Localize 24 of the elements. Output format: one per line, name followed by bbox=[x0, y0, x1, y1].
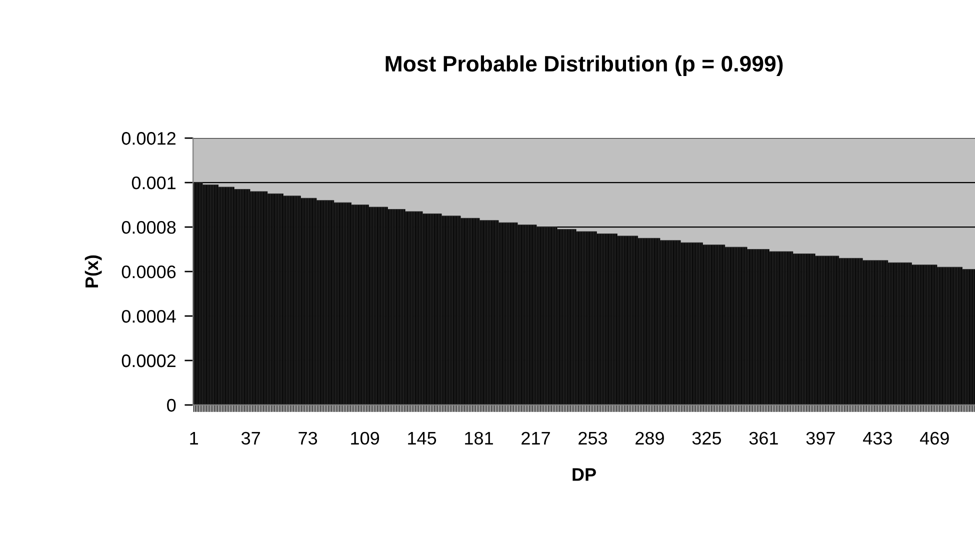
x-tick-label: 109 bbox=[351, 432, 379, 445]
x-tick-label: 289 bbox=[636, 432, 664, 445]
y-tick-label: 0.0004 bbox=[122, 310, 176, 323]
y-tick-label: 0.0006 bbox=[122, 265, 176, 278]
x-tick-label: 325 bbox=[692, 432, 722, 445]
x-tick-label: 397 bbox=[806, 432, 835, 445]
x-tick-label: 217 bbox=[522, 432, 550, 444]
y-tick-label: 0.0008 bbox=[122, 220, 176, 234]
x-tick-label: 433 bbox=[863, 432, 892, 445]
y-tick-label: 0.0002 bbox=[122, 354, 176, 368]
y-tick-label: 0.001 bbox=[132, 176, 176, 190]
y-tick-label: 0 bbox=[167, 398, 176, 412]
y-tick-label: 0.0012 bbox=[122, 132, 176, 145]
x-tick-label: 1 bbox=[190, 432, 198, 444]
x-tick-label: 73 bbox=[298, 432, 318, 445]
chart-title: Most Probable Distribution (p = 0.999) bbox=[386, 55, 783, 76]
x-tick-label: 145 bbox=[408, 432, 436, 445]
y-axis-title: P(x) bbox=[84, 255, 102, 288]
x-tick-label: 469 bbox=[920, 432, 949, 445]
x-tick-label: 181 bbox=[465, 432, 493, 445]
x-axis-title: DP bbox=[572, 468, 596, 481]
x-tick-label: 253 bbox=[578, 432, 607, 445]
x-tick-label: 361 bbox=[749, 432, 778, 445]
x-tick-label: 37 bbox=[241, 432, 260, 445]
